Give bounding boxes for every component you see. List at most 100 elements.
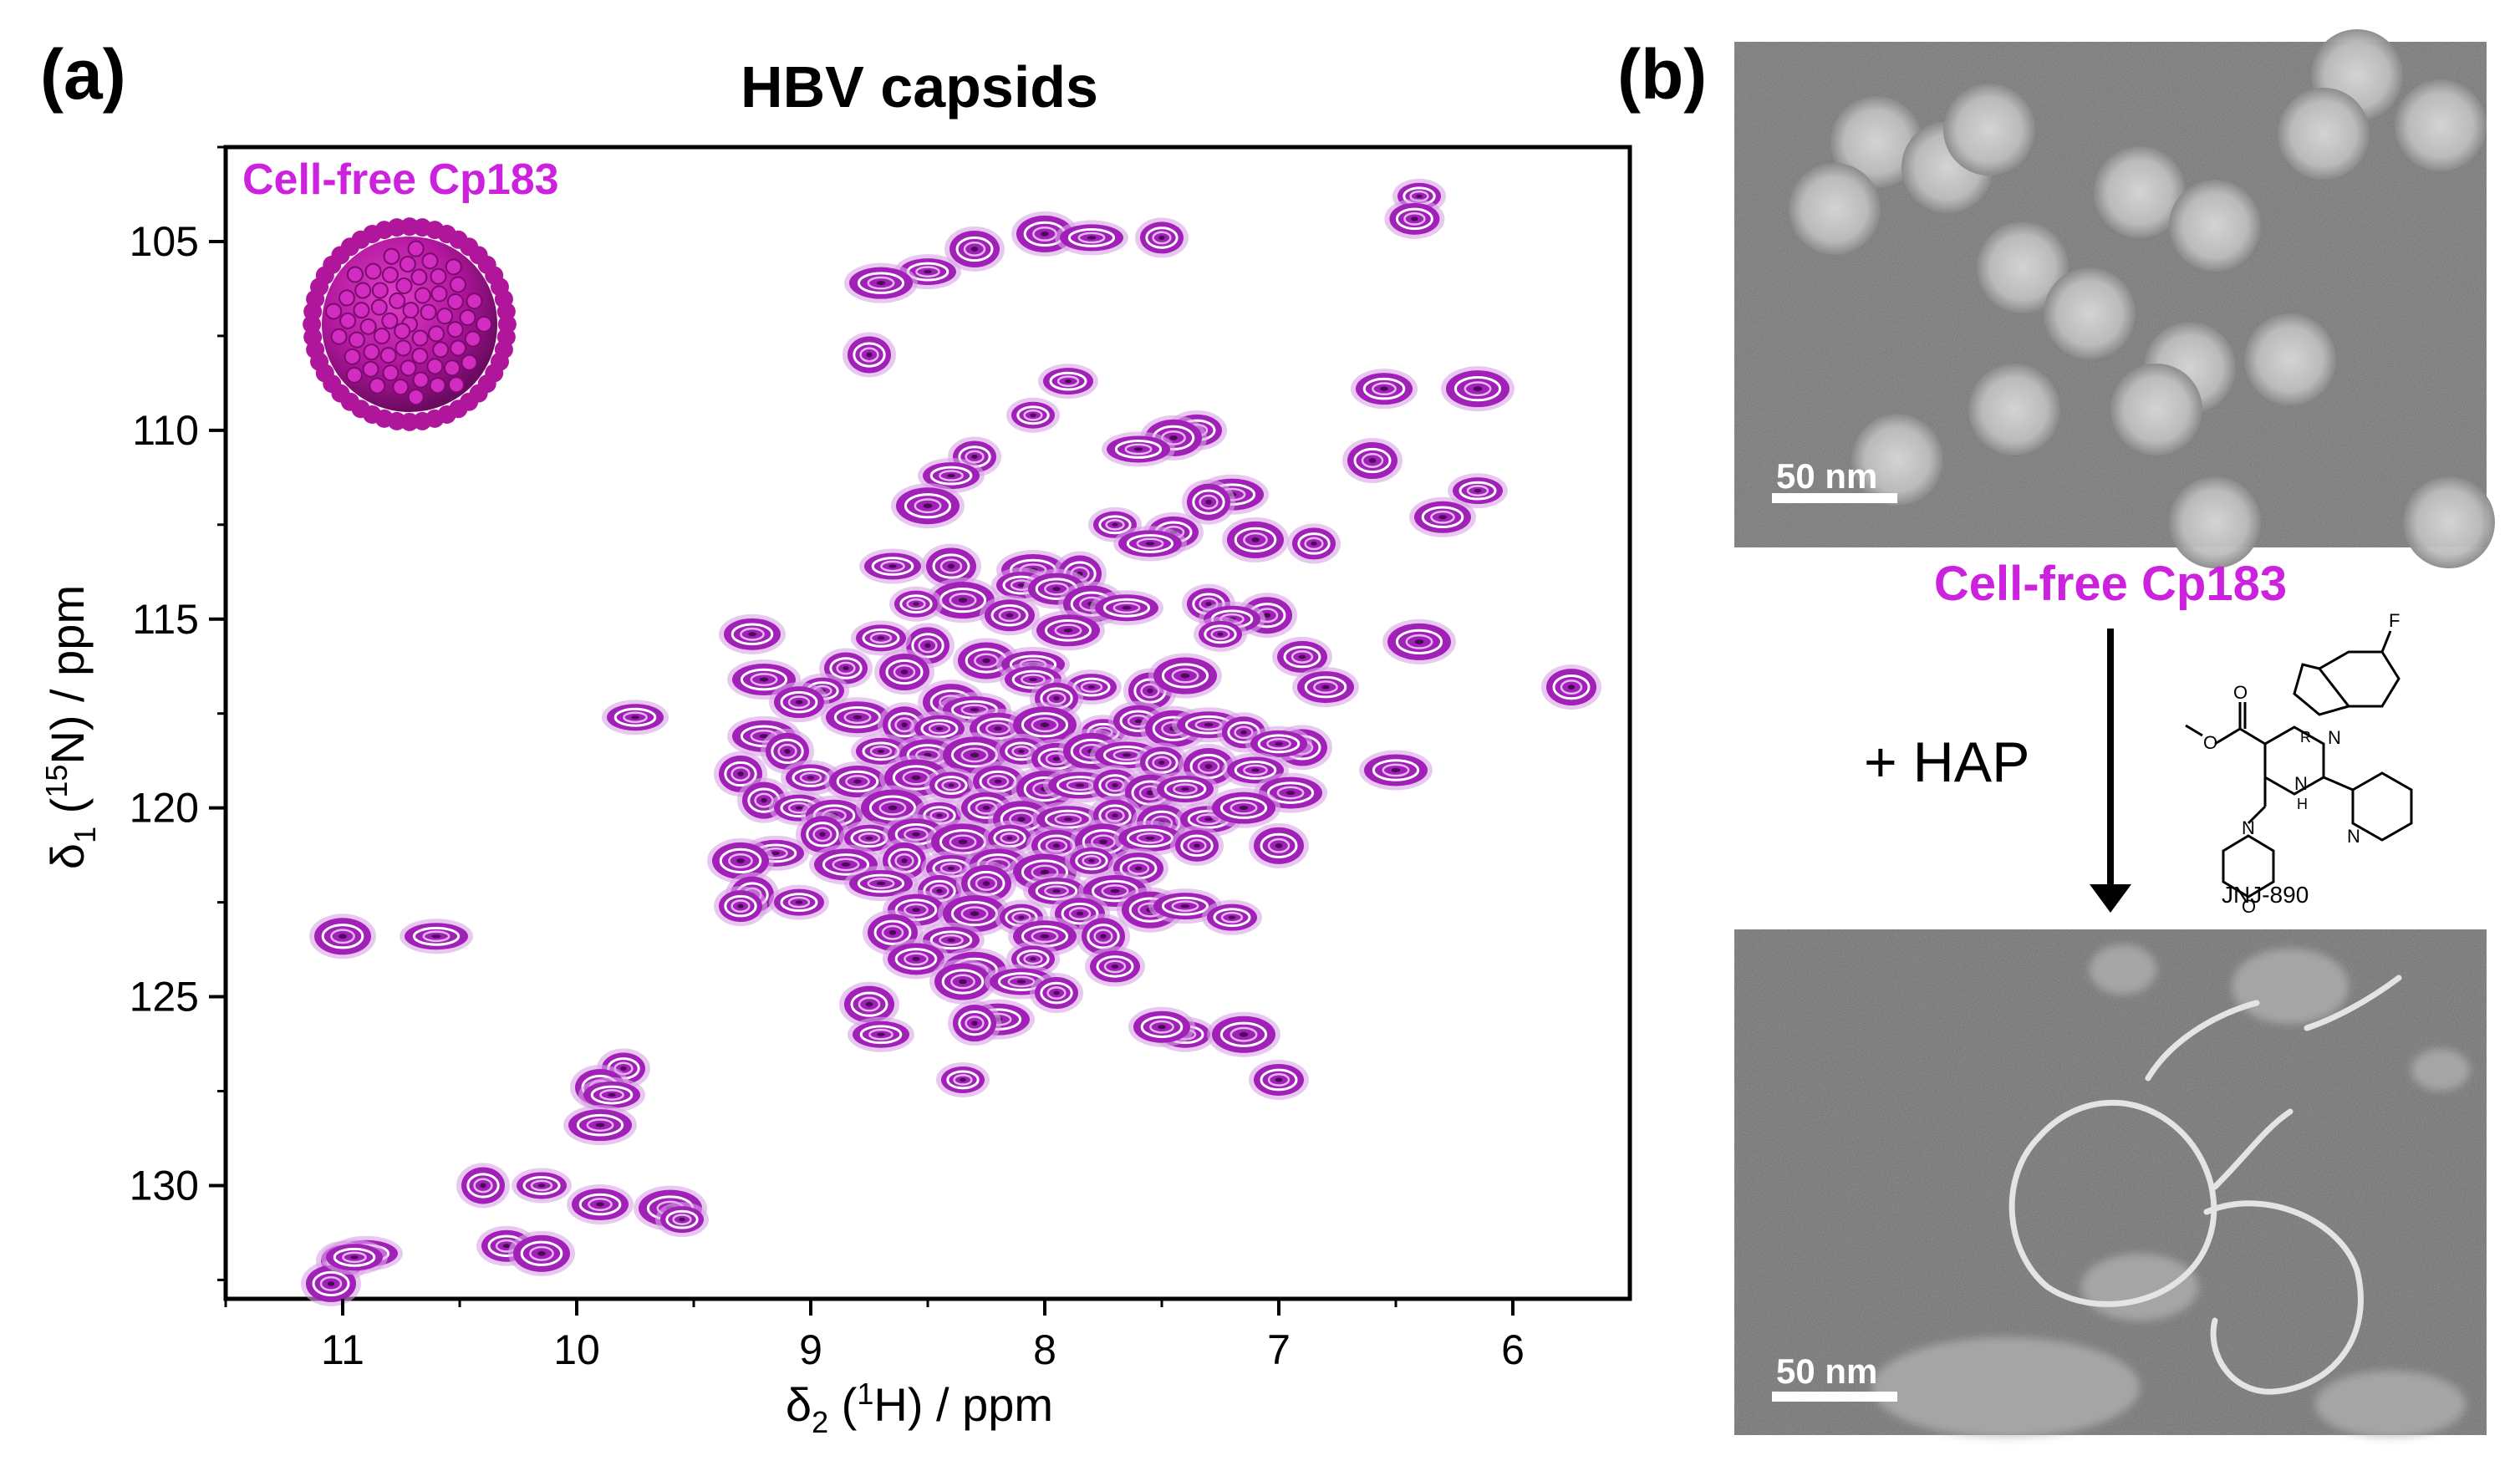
peak bbox=[1128, 1006, 1195, 1047]
svg-text:F: F bbox=[2389, 610, 2400, 631]
peak bbox=[1292, 667, 1359, 708]
peak bbox=[1055, 220, 1128, 256]
svg-text:N: N bbox=[2328, 727, 2341, 748]
peak bbox=[924, 767, 978, 803]
y-tick-label: 115 bbox=[132, 596, 199, 643]
sample-label-b: Cell-free Cp183 bbox=[1934, 557, 2287, 611]
peak bbox=[655, 1202, 709, 1238]
x-tick-label: 9 bbox=[799, 1326, 822, 1373]
peak bbox=[1207, 1011, 1280, 1057]
peak bbox=[1152, 771, 1219, 807]
y-axis-label: δ1 (15N) / ppm bbox=[39, 585, 102, 869]
peak bbox=[1342, 437, 1403, 483]
svg-text:N: N bbox=[2242, 817, 2255, 838]
peak bbox=[844, 866, 918, 902]
peak bbox=[1222, 517, 1289, 562]
peak bbox=[1249, 1059, 1309, 1100]
em-capsid-particle bbox=[2094, 146, 2186, 238]
peak bbox=[1148, 653, 1222, 699]
peak bbox=[1202, 899, 1262, 935]
peak bbox=[309, 914, 376, 959]
peak bbox=[1065, 842, 1118, 878]
peak bbox=[1038, 364, 1098, 400]
peak bbox=[769, 884, 829, 920]
em-capsid-particle bbox=[2110, 364, 2202, 456]
peak bbox=[1409, 496, 1476, 537]
peak bbox=[929, 959, 996, 1005]
scale-bar-top-label: 50 nm bbox=[1776, 456, 1877, 496]
y-axis-ticks: 105 110 115 120 125 130 bbox=[130, 145, 226, 1281]
peak bbox=[1113, 526, 1187, 562]
y-tick-label: 105 bbox=[130, 218, 199, 265]
peak bbox=[1351, 369, 1418, 410]
peak bbox=[859, 548, 926, 584]
y-tick-label: 120 bbox=[130, 785, 199, 832]
svg-text:H: H bbox=[2297, 796, 2308, 812]
peak bbox=[1441, 366, 1515, 412]
em-capsid-particle bbox=[1789, 163, 1881, 255]
svg-text:O: O bbox=[2233, 682, 2248, 703]
em-capsid-particle bbox=[1830, 96, 1922, 188]
y-tick-label: 110 bbox=[132, 407, 199, 454]
peak bbox=[1194, 616, 1247, 652]
peak bbox=[1030, 973, 1083, 1014]
peak bbox=[1359, 750, 1433, 791]
svg-text:N: N bbox=[2294, 773, 2308, 794]
y-tick-label: 125 bbox=[130, 974, 199, 1021]
peak bbox=[1384, 198, 1445, 239]
peak bbox=[848, 1016, 914, 1052]
x-tick-label: 6 bbox=[1501, 1326, 1525, 1373]
peak bbox=[602, 700, 669, 736]
peak bbox=[456, 1163, 510, 1209]
em-capsid-particle bbox=[1977, 221, 2069, 313]
peak bbox=[707, 837, 774, 883]
peak bbox=[567, 1184, 634, 1225]
peak bbox=[400, 919, 473, 954]
peak bbox=[321, 1239, 388, 1275]
peak bbox=[1249, 822, 1309, 868]
peak bbox=[1085, 946, 1145, 987]
peak bbox=[578, 1077, 645, 1113]
peak bbox=[921, 543, 981, 589]
chart-title: HBV capsids bbox=[741, 54, 1098, 120]
svg-text:R: R bbox=[2300, 729, 2311, 746]
x-tick-label: 11 bbox=[321, 1326, 364, 1373]
peak bbox=[980, 595, 1040, 636]
peak bbox=[891, 483, 965, 529]
peak bbox=[1031, 610, 1105, 651]
down-arrow-icon bbox=[2090, 629, 2131, 913]
peak bbox=[839, 981, 899, 1027]
peak bbox=[508, 1230, 575, 1276]
em-image-capsids: 50 nm bbox=[1734, 29, 2495, 568]
peak bbox=[1287, 523, 1341, 564]
em-capsid-particle bbox=[1851, 414, 1943, 506]
peak bbox=[844, 262, 918, 303]
peak bbox=[512, 1168, 572, 1204]
nmr-peaks bbox=[301, 178, 1601, 1306]
peak bbox=[769, 682, 829, 723]
peak bbox=[1102, 431, 1175, 467]
peak bbox=[883, 939, 949, 980]
x-axis-ticks: 11 10 9 8 7 6 bbox=[224, 1299, 1525, 1373]
peak bbox=[1135, 217, 1189, 258]
panel-b-label: (b) bbox=[1617, 35, 1707, 114]
peak bbox=[851, 620, 911, 656]
em-capsid-particle bbox=[2278, 88, 2370, 180]
peak bbox=[1006, 397, 1060, 433]
capsid-icon bbox=[303, 217, 517, 431]
peak bbox=[889, 586, 943, 622]
x-tick-label: 10 bbox=[553, 1326, 600, 1373]
sample-label-a: Cell-free Cp183 bbox=[242, 155, 559, 204]
peak bbox=[1006, 941, 1060, 977]
peak bbox=[821, 697, 894, 738]
peak bbox=[1541, 664, 1601, 710]
svg-text:O: O bbox=[2203, 732, 2217, 753]
compound-name: JNJ-890 bbox=[2222, 882, 2309, 908]
em-capsid-particle bbox=[2403, 476, 2495, 568]
peak bbox=[1382, 618, 1456, 664]
peak bbox=[1170, 825, 1224, 866]
peak bbox=[1245, 725, 1312, 761]
peak bbox=[563, 1105, 637, 1146]
x-tick-label: 8 bbox=[1033, 1326, 1056, 1373]
